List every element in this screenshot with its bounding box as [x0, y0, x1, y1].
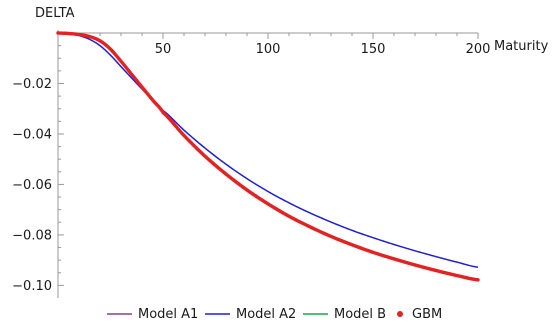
y-tick-label: −0.06	[12, 178, 52, 193]
series-model-a2-line	[57, 32, 479, 268]
x-axis-title: Maturity	[494, 39, 549, 54]
legend: Model A1 Model A2 Model B GBM	[107, 307, 442, 322]
x-tick-label: 100	[256, 42, 281, 57]
legend-label-gbm: GBM	[412, 307, 442, 322]
series-model-b-line	[57, 32, 479, 281]
y-tick-label: −0.08	[12, 228, 52, 243]
x-tick-label: 200	[466, 42, 491, 57]
legend-label-model-a1: Model A1	[138, 307, 198, 322]
legend-swatch-gbm	[397, 311, 403, 317]
plot-area: 50 100 150 200 −0.02 −0.04 −0.06 −0.08 −0.10	[12, 30, 490, 298]
series-model-a1-line	[57, 32, 479, 281]
series-layer	[56, 31, 480, 282]
legend-label-model-b: Model B	[334, 307, 386, 322]
y-tick-label: −0.10	[12, 279, 52, 294]
series-gbm-points	[56, 31, 480, 282]
x-tick-label: 150	[361, 42, 386, 57]
y-tick-label: −0.04	[12, 127, 52, 142]
gbm-point	[476, 278, 480, 282]
x-tick-label: 50	[155, 42, 172, 57]
y-axis-title: DELTA	[35, 6, 75, 21]
axes: 50 100 150 200 −0.02 −0.04 −0.06 −0.08 −0.10	[12, 30, 490, 298]
legend-label-model-a2: Model A2	[236, 307, 296, 322]
y-tick-label: −0.02	[12, 77, 52, 92]
